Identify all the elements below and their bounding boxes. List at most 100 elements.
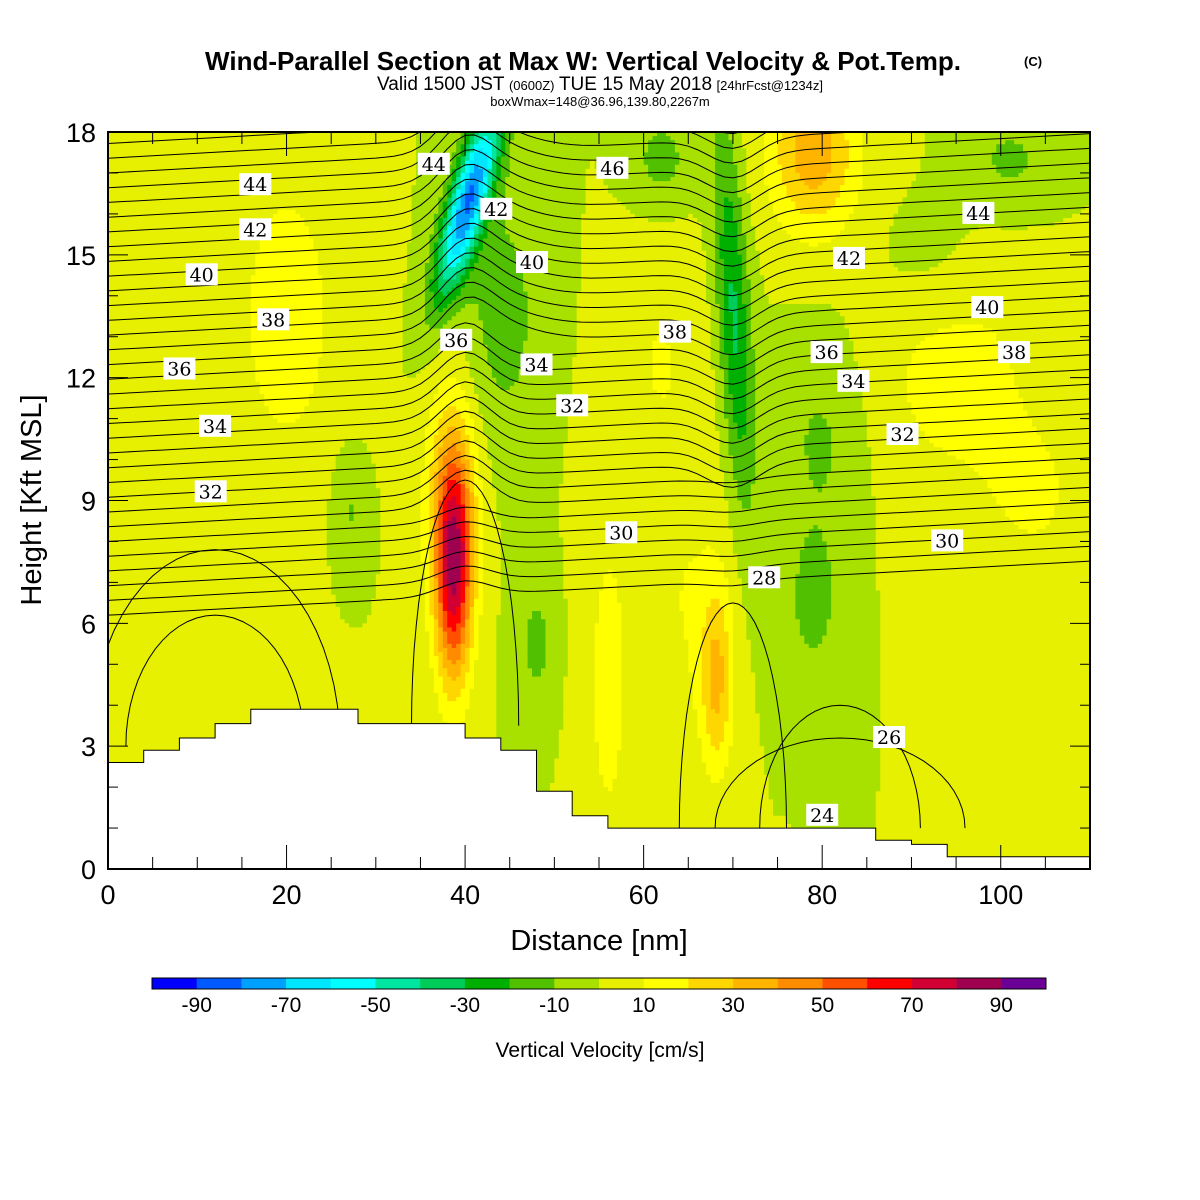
theta-label: 34: [837, 370, 869, 393]
theta-label-text: 42: [837, 248, 861, 270]
x-axis-label: Distance [nm]: [510, 925, 687, 957]
theta-label: 32: [556, 394, 588, 417]
chart-subtitle: Valid 1500 JST (0600Z) TUE 15 May 2018 […: [377, 74, 823, 95]
theta-label-text: 30: [609, 522, 633, 544]
colorbar-swatch: [376, 978, 421, 989]
x-tick-label: 0: [100, 880, 115, 910]
theta-label: 44: [962, 202, 994, 225]
theta-label: 34: [199, 415, 231, 438]
theta-label: 40: [516, 251, 548, 274]
chart-info: boxWmax=148@36.96,139.80,2267m: [490, 94, 710, 109]
theta-label-text: 42: [484, 199, 508, 221]
theta-label: 30: [931, 529, 963, 552]
x-tick-label: 20: [272, 880, 302, 910]
colorbar-swatch: [420, 978, 465, 989]
subtitle-date: TUE 15 May 2018: [559, 74, 712, 95]
theta-label: 42: [239, 218, 271, 241]
theta-label-text: 34: [841, 371, 865, 393]
theta-label-text: 32: [890, 424, 914, 446]
colorbar-swatch: [286, 978, 331, 989]
theta-label-text: 40: [520, 252, 544, 274]
theta-label-text: 38: [663, 322, 687, 344]
theta-label: 36: [440, 329, 472, 352]
y-tick-label: 6: [81, 609, 96, 639]
subtitle-utc: (0600Z): [509, 78, 555, 93]
y-tick-label: 12: [66, 364, 96, 394]
theta-label: 40: [186, 263, 218, 286]
y-axis-label: Height [Kft MSL]: [16, 394, 48, 605]
colorbar-swatch: [331, 978, 376, 989]
theta-label-text: 40: [975, 297, 999, 319]
colorbar-swatch: [823, 978, 868, 989]
colorbar-swatch: [197, 978, 242, 989]
y-tick-label: 0: [81, 855, 96, 885]
theta-label-text: 46: [600, 158, 624, 180]
theta-label: 28: [748, 566, 780, 589]
y-tick-label: 3: [81, 732, 96, 762]
x-tick-label: 60: [629, 880, 659, 910]
theta-label: 46: [596, 157, 628, 180]
theta-label-text: 38: [1002, 342, 1026, 364]
colorbar-tick-label: 30: [721, 994, 744, 1017]
colorbar-swatch: [152, 978, 197, 989]
colorbar-tick-label: -30: [450, 994, 480, 1017]
y-tick-label: 15: [66, 241, 96, 271]
colorbar-swatch: [733, 978, 778, 989]
colorbar-tick-label: -90: [182, 994, 212, 1017]
theta-label: 36: [163, 358, 195, 381]
chart-title: Wind-Parallel Section at Max W: Vertical…: [205, 46, 961, 76]
theta-label-text: 30: [935, 530, 959, 552]
theta-label: 38: [659, 321, 691, 344]
y-tick-label: 18: [66, 118, 96, 148]
colorbar-swatch: [912, 978, 957, 989]
theta-label: 40: [971, 296, 1003, 319]
colorbar-swatch: [688, 978, 733, 989]
theta-label: 38: [257, 308, 289, 331]
theta-label-text: 40: [190, 264, 214, 286]
theta-label: 30: [605, 521, 637, 544]
theta-label-text: 36: [167, 359, 191, 381]
theta-label: 42: [480, 198, 512, 221]
theta-label: 42: [833, 247, 865, 270]
x-tick-label: 80: [807, 880, 837, 910]
colorbar-swatch: [1001, 978, 1046, 989]
y-tick-label: 9: [81, 487, 96, 517]
theta-label: 34: [521, 353, 553, 376]
copyright-mark: (C): [1024, 54, 1042, 69]
theta-label-text: 36: [815, 342, 839, 364]
theta-label-text: 26: [877, 727, 901, 749]
theta-label: 38: [998, 341, 1030, 364]
colorbar-tick-label: 70: [900, 994, 923, 1017]
theta-label: 32: [195, 480, 227, 503]
colorbar-tick-label: 50: [811, 994, 834, 1017]
theta-label-text: 34: [203, 416, 227, 438]
x-tick-label: 100: [978, 880, 1023, 910]
colorbar-swatch: [465, 978, 510, 989]
theta-label: 24: [806, 804, 838, 827]
subtitle-valid: Valid 1500 JST: [377, 74, 505, 95]
theta-label: 36: [811, 341, 843, 364]
colorbar-swatch: [644, 978, 689, 989]
colorbar-swatch: [599, 978, 644, 989]
theta-label: 32: [887, 423, 919, 446]
x-tick-label: 40: [450, 880, 480, 910]
theta-label-text: 32: [199, 481, 223, 503]
theta-label-text: 36: [444, 330, 468, 352]
subtitle-forecast: [24hrFcst@1234z]: [717, 78, 823, 93]
colorbar-swatch: [510, 978, 555, 989]
theta-label-text: 28: [752, 567, 776, 589]
colorbar-tick-label: -50: [360, 994, 390, 1017]
colorbar-swatch: [778, 978, 823, 989]
colorbar-label: Vertical Velocity [cm/s]: [496, 1039, 705, 1062]
colorbar-swatch: [867, 978, 912, 989]
colorbar-tick-label: -10: [539, 994, 569, 1017]
colorbar-tick-label: -70: [271, 994, 301, 1017]
colorbar: -90 -70 -50 -30 -10 10 30 50 70 90: [152, 978, 1046, 1017]
theta-label-text: 44: [966, 203, 990, 225]
colorbar-swatch: [957, 978, 1002, 989]
theta-label: 44: [239, 173, 271, 196]
colorbar-swatch: [554, 978, 599, 989]
colorbar-tick-label: 90: [990, 994, 1013, 1017]
theta-label-text: 32: [560, 395, 584, 417]
theta-label: 26: [873, 726, 905, 749]
